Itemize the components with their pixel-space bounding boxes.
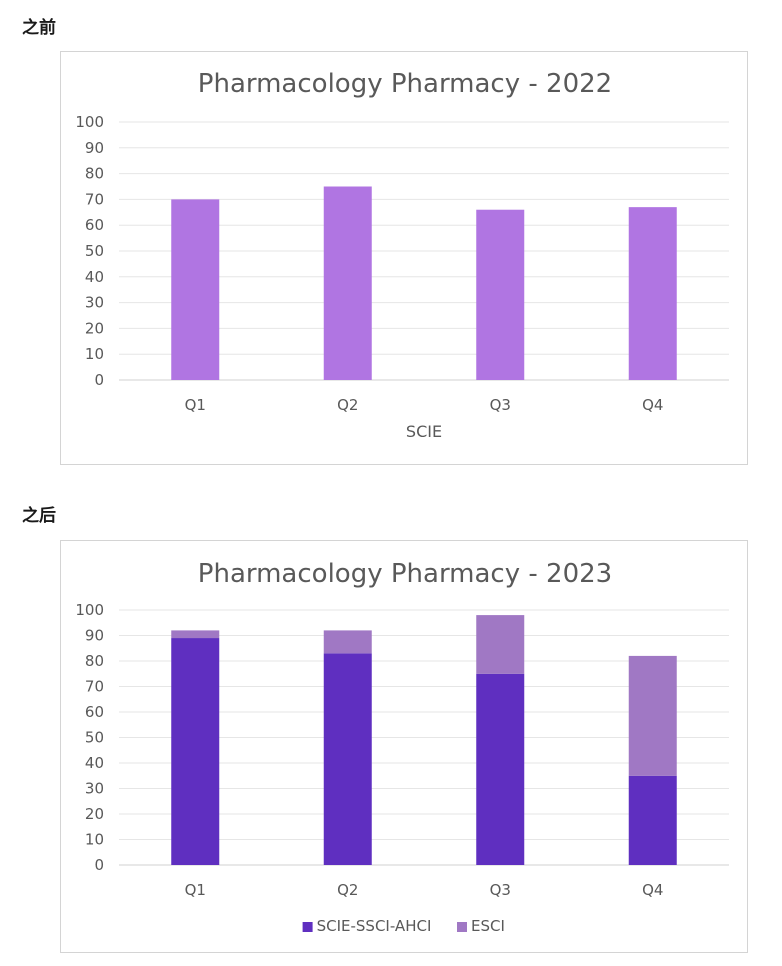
y-tick-label: 30 xyxy=(85,780,104,798)
legend-swatch-2 xyxy=(457,922,467,932)
y-tick-label: 20 xyxy=(85,805,104,823)
bar-q2-series-1 xyxy=(323,653,372,865)
x-tick-label: Q3 xyxy=(490,396,511,414)
bar-q1-series-1 xyxy=(171,199,220,380)
chart-title: Pharmacology Pharmacy - 2023 xyxy=(198,559,612,589)
y-tick-label: 10 xyxy=(85,345,104,363)
bar-q2-series-1 xyxy=(323,186,372,380)
x-tick-label: Q2 xyxy=(337,881,358,899)
x-tick-label: Q4 xyxy=(642,396,663,414)
y-tick-label: 30 xyxy=(85,294,104,312)
chart-2022-svg: Pharmacology Pharmacy - 2022 0 10 20 30 40 50 6… xyxy=(75,69,729,441)
bar-q2-series-2 xyxy=(323,630,372,654)
y-tick-label: 80 xyxy=(85,652,104,670)
bar-q3-series-2 xyxy=(476,615,525,674)
y-tick-label: 60 xyxy=(85,216,104,234)
y-tick-label: 70 xyxy=(85,678,104,696)
y-tick-label: 0 xyxy=(94,371,104,389)
bar-q4-series-1 xyxy=(628,207,677,380)
x-tick-label: Q3 xyxy=(490,881,511,899)
y-tick-label: 90 xyxy=(85,139,104,157)
y-tick-label: 100 xyxy=(75,601,104,619)
y-tick-label: 10 xyxy=(85,831,104,849)
chart-title: Pharmacology Pharmacy - 2022 xyxy=(198,69,612,99)
y-tick-label: 40 xyxy=(85,754,104,772)
x-tick-label: Q1 xyxy=(185,881,206,899)
x-axis-title: SCIE xyxy=(406,422,442,441)
y-tick-label: 100 xyxy=(75,113,104,131)
section-heading-before: 之前 xyxy=(22,18,56,38)
x-tick-label: Q2 xyxy=(337,396,358,414)
chart-after: Pharmacology Pharmacy - 2023 0 10 20 30 40 50 6… xyxy=(60,540,748,953)
y-tick-label: 50 xyxy=(85,242,104,260)
y-tick-label: 80 xyxy=(85,165,104,183)
x-tick-label: Q4 xyxy=(642,881,663,899)
y-tick-label: 20 xyxy=(85,319,104,337)
bar-q1-series-2 xyxy=(171,630,220,639)
bar-q4-series-1 xyxy=(628,775,677,865)
y-tick-label: 70 xyxy=(85,190,104,208)
x-tick-label: Q1 xyxy=(185,396,206,414)
chart-before: Pharmacology Pharmacy - 2022 0 10 20 30 40 50 6… xyxy=(60,51,748,465)
y-tick-label: 60 xyxy=(85,703,104,721)
bar-q3-series-1 xyxy=(476,209,525,380)
legend-swatch-1 xyxy=(302,922,313,932)
bar-q3-series-1 xyxy=(476,673,525,865)
y-tick-label: 40 xyxy=(85,268,104,286)
legend-label-1: SCIE-SSCI-AHCI xyxy=(317,917,432,935)
bar-q1-series-1 xyxy=(171,638,220,865)
y-tick-label: 90 xyxy=(85,627,104,645)
chart-2023-svg: Pharmacology Pharmacy - 2023 0 10 20 30 40 50 6… xyxy=(75,559,729,935)
y-tick-label: 0 xyxy=(94,856,104,874)
bar-q4-series-2 xyxy=(628,655,677,776)
y-tick-label: 50 xyxy=(85,729,104,747)
section-heading-after: 之后 xyxy=(22,506,56,526)
legend-label-2: ESCI xyxy=(471,917,505,935)
